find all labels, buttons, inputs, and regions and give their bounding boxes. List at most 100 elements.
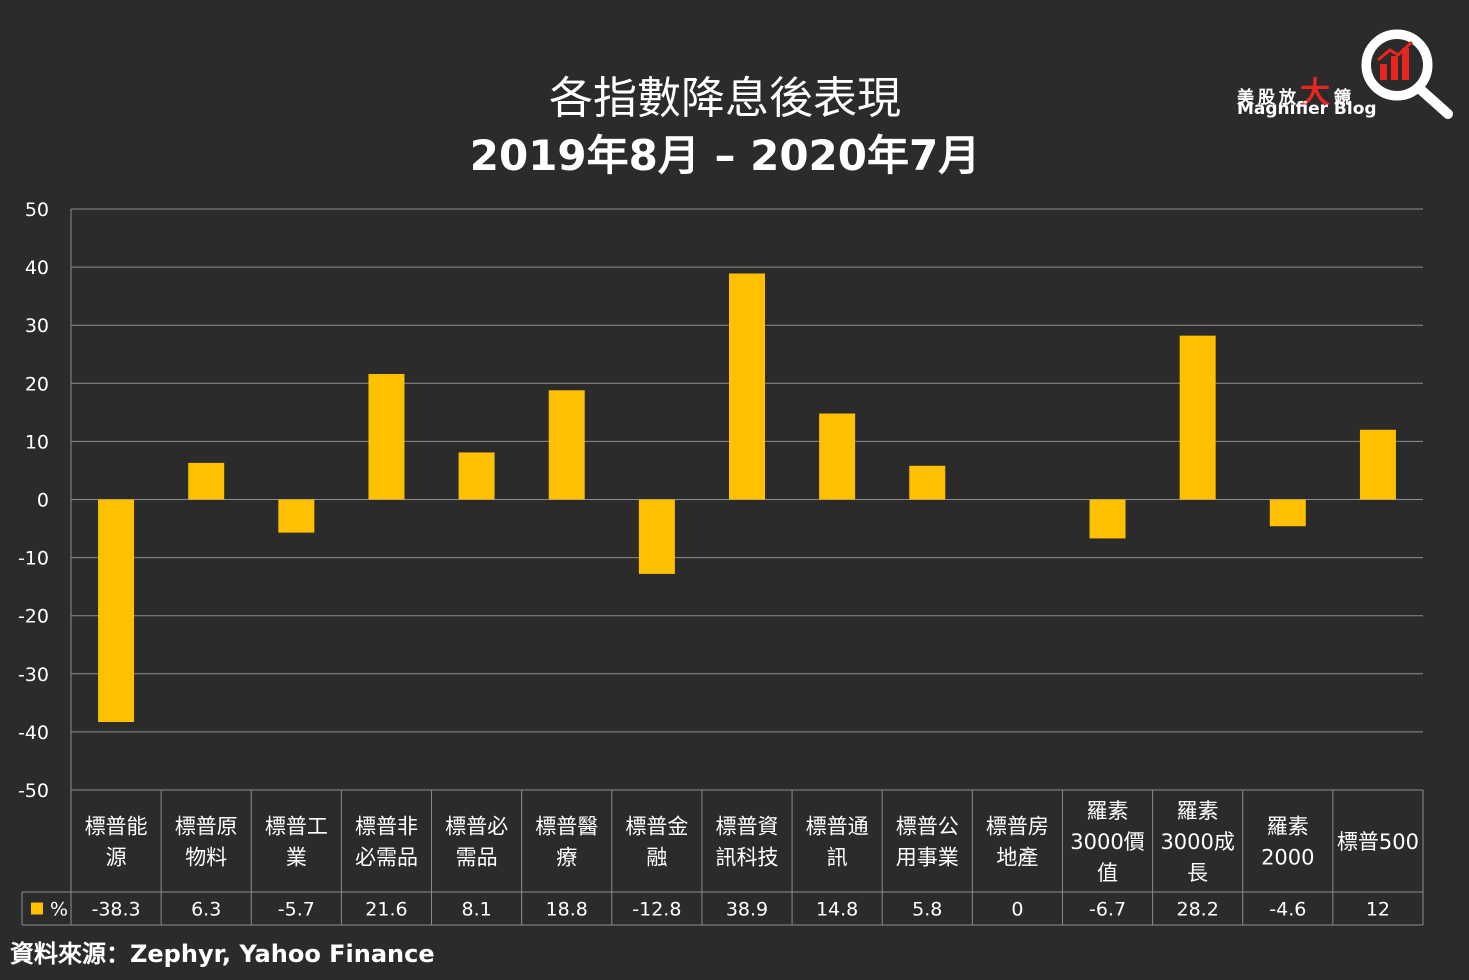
y-tick-label: -40: [18, 722, 49, 744]
x-tick-label-line: 標普金: [625, 815, 688, 839]
data-label: 5.8: [912, 899, 942, 921]
bar: [729, 273, 765, 500]
data-label: 28.2: [1177, 899, 1219, 921]
x-tick-label: 標普非必需品: [355, 815, 418, 870]
data-label: 14.8: [816, 899, 858, 921]
x-tick-label-line: 業: [286, 846, 307, 870]
x-tick-label-line: 標普工: [265, 815, 328, 839]
data-label: 0: [1011, 899, 1023, 921]
x-tick-label: 標普能源: [85, 815, 148, 870]
x-tick-label-line: 訊: [827, 846, 848, 870]
data-source: 資料來源：Zephyr, Yahoo Finance: [10, 940, 435, 968]
y-axis: 50 40 30 20 10 0 -10 -20 -30 -40 -50: [18, 199, 72, 802]
y-tick-label: 30: [25, 315, 49, 337]
x-tick-label-line: 必需品: [355, 846, 418, 870]
magnifier-logo-icon: [1361, 29, 1453, 119]
data-label: -5.7: [278, 899, 315, 921]
x-tick-label: 標普房地產: [986, 815, 1049, 870]
x-tick-label-line: 物料: [185, 846, 227, 870]
bar: [458, 452, 495, 500]
bar: [819, 413, 856, 500]
logo-text-en: Magnifier Blog: [1237, 99, 1377, 119]
x-tick-label-line: 標普通: [806, 815, 869, 839]
x-tick-label-line: 標普必: [445, 815, 508, 839]
data-label: 6.3: [191, 899, 221, 921]
x-tick-label-line: 地產: [996, 846, 1038, 870]
x-tick-label-line: 值: [1097, 861, 1118, 885]
x-tick-label: 標普通訊: [806, 815, 869, 870]
bar: [548, 390, 585, 500]
bar: [98, 499, 135, 723]
x-tick-label-line: 標普原: [175, 815, 238, 839]
data-label: 38.9: [726, 899, 768, 921]
x-tick-label: 標普資訊科技: [716, 815, 779, 870]
x-tick-label-line: 用事業: [896, 846, 959, 870]
bar: [368, 374, 405, 500]
x-tick-label-line: 3000價: [1070, 830, 1144, 854]
logo-text-cn: 美股放大鏡: [1237, 68, 1355, 112]
bar: [278, 499, 315, 533]
x-tick-label: 標普必需品: [445, 815, 508, 870]
y-tick-label: -30: [18, 664, 49, 686]
bar: [1269, 499, 1306, 527]
x-tick-label-line: 標普500: [1337, 830, 1419, 854]
logo-cn-prefix: 美股放: [1237, 88, 1300, 108]
x-tick-label: 羅素 2000: [1261, 815, 1314, 870]
x-tick-label-line: 2000: [1261, 846, 1314, 870]
y-tick-label: 40: [25, 257, 49, 279]
bar: [909, 465, 946, 500]
bar: [1179, 335, 1216, 500]
y-tick-label: -20: [18, 606, 49, 628]
x-tick-label-line: 標普資: [716, 815, 779, 839]
x-tick-label: 標普500: [1337, 830, 1419, 854]
x-tick-label: 標普工業: [265, 815, 328, 870]
chart-subtitle: 2019年8月 – 2020年7月: [469, 131, 981, 180]
bars: [98, 273, 1396, 723]
bar: [1359, 429, 1396, 500]
y-tick-label: -10: [18, 548, 49, 570]
x-tick-label-line: 3000成: [1160, 830, 1234, 854]
x-tick-label-line: 羅素: [1177, 799, 1219, 823]
data-label: -12.8: [632, 899, 681, 921]
x-tick-label-line: 療: [556, 846, 577, 870]
data-label: -38.3: [91, 899, 140, 921]
y-tick-label: 0: [37, 490, 49, 512]
x-tick-label-line: 標普能: [85, 815, 148, 839]
legend-label: %: [50, 899, 68, 921]
data-label: -6.7: [1089, 899, 1126, 921]
x-tick-label-line: 標普醫: [535, 815, 598, 839]
chart-title: 各指數降息後表現: [549, 73, 901, 124]
x-tick-label: 標普公用事業: [896, 815, 959, 870]
y-tick-label: 20: [25, 373, 49, 395]
data-label: 18.8: [546, 899, 588, 921]
x-tick-label-line: 訊科技: [716, 846, 779, 870]
data-label: 8.1: [461, 899, 491, 921]
x-tick-label: 羅素 3000價值: [1070, 799, 1144, 885]
x-tick-label-line: 需品: [456, 846, 498, 870]
logo-cn-big: 大: [1300, 76, 1334, 111]
x-tick-label: 標普原物料: [175, 815, 238, 870]
y-tick-label: -50: [18, 780, 49, 802]
x-tick-label-line: 源: [106, 846, 127, 870]
bar: [188, 462, 225, 500]
data-label: 21.6: [365, 899, 407, 921]
x-tick-label-line: 融: [646, 846, 667, 870]
x-tick-label: 標普醫療: [535, 815, 598, 870]
x-tick-label-line: 標普房: [986, 815, 1049, 839]
bar: [1089, 499, 1126, 539]
data-table: 標普能源標普原物料標普工業標普非必需品標普必需品標普醫療標普金融標普資訊科技標普…: [21, 790, 1424, 926]
x-tick-label-line: 長: [1187, 861, 1208, 885]
x-tick-label-line: 標普公: [896, 815, 959, 839]
data-label: -4.6: [1269, 899, 1306, 921]
y-tick-label: 10: [25, 431, 49, 453]
logo-cn-suffix: 鏡: [1334, 88, 1355, 108]
x-tick-label: 標普金融: [625, 815, 688, 870]
bar: [638, 499, 675, 574]
x-tick-label: 羅素 3000成長: [1160, 799, 1234, 885]
legend-swatch: [31, 902, 43, 915]
x-tick-label-line: 標普非: [355, 815, 418, 839]
data-label: 12: [1366, 899, 1390, 921]
x-tick-label-line: 羅素: [1267, 815, 1309, 839]
x-tick-label-line: 羅素: [1087, 799, 1129, 823]
